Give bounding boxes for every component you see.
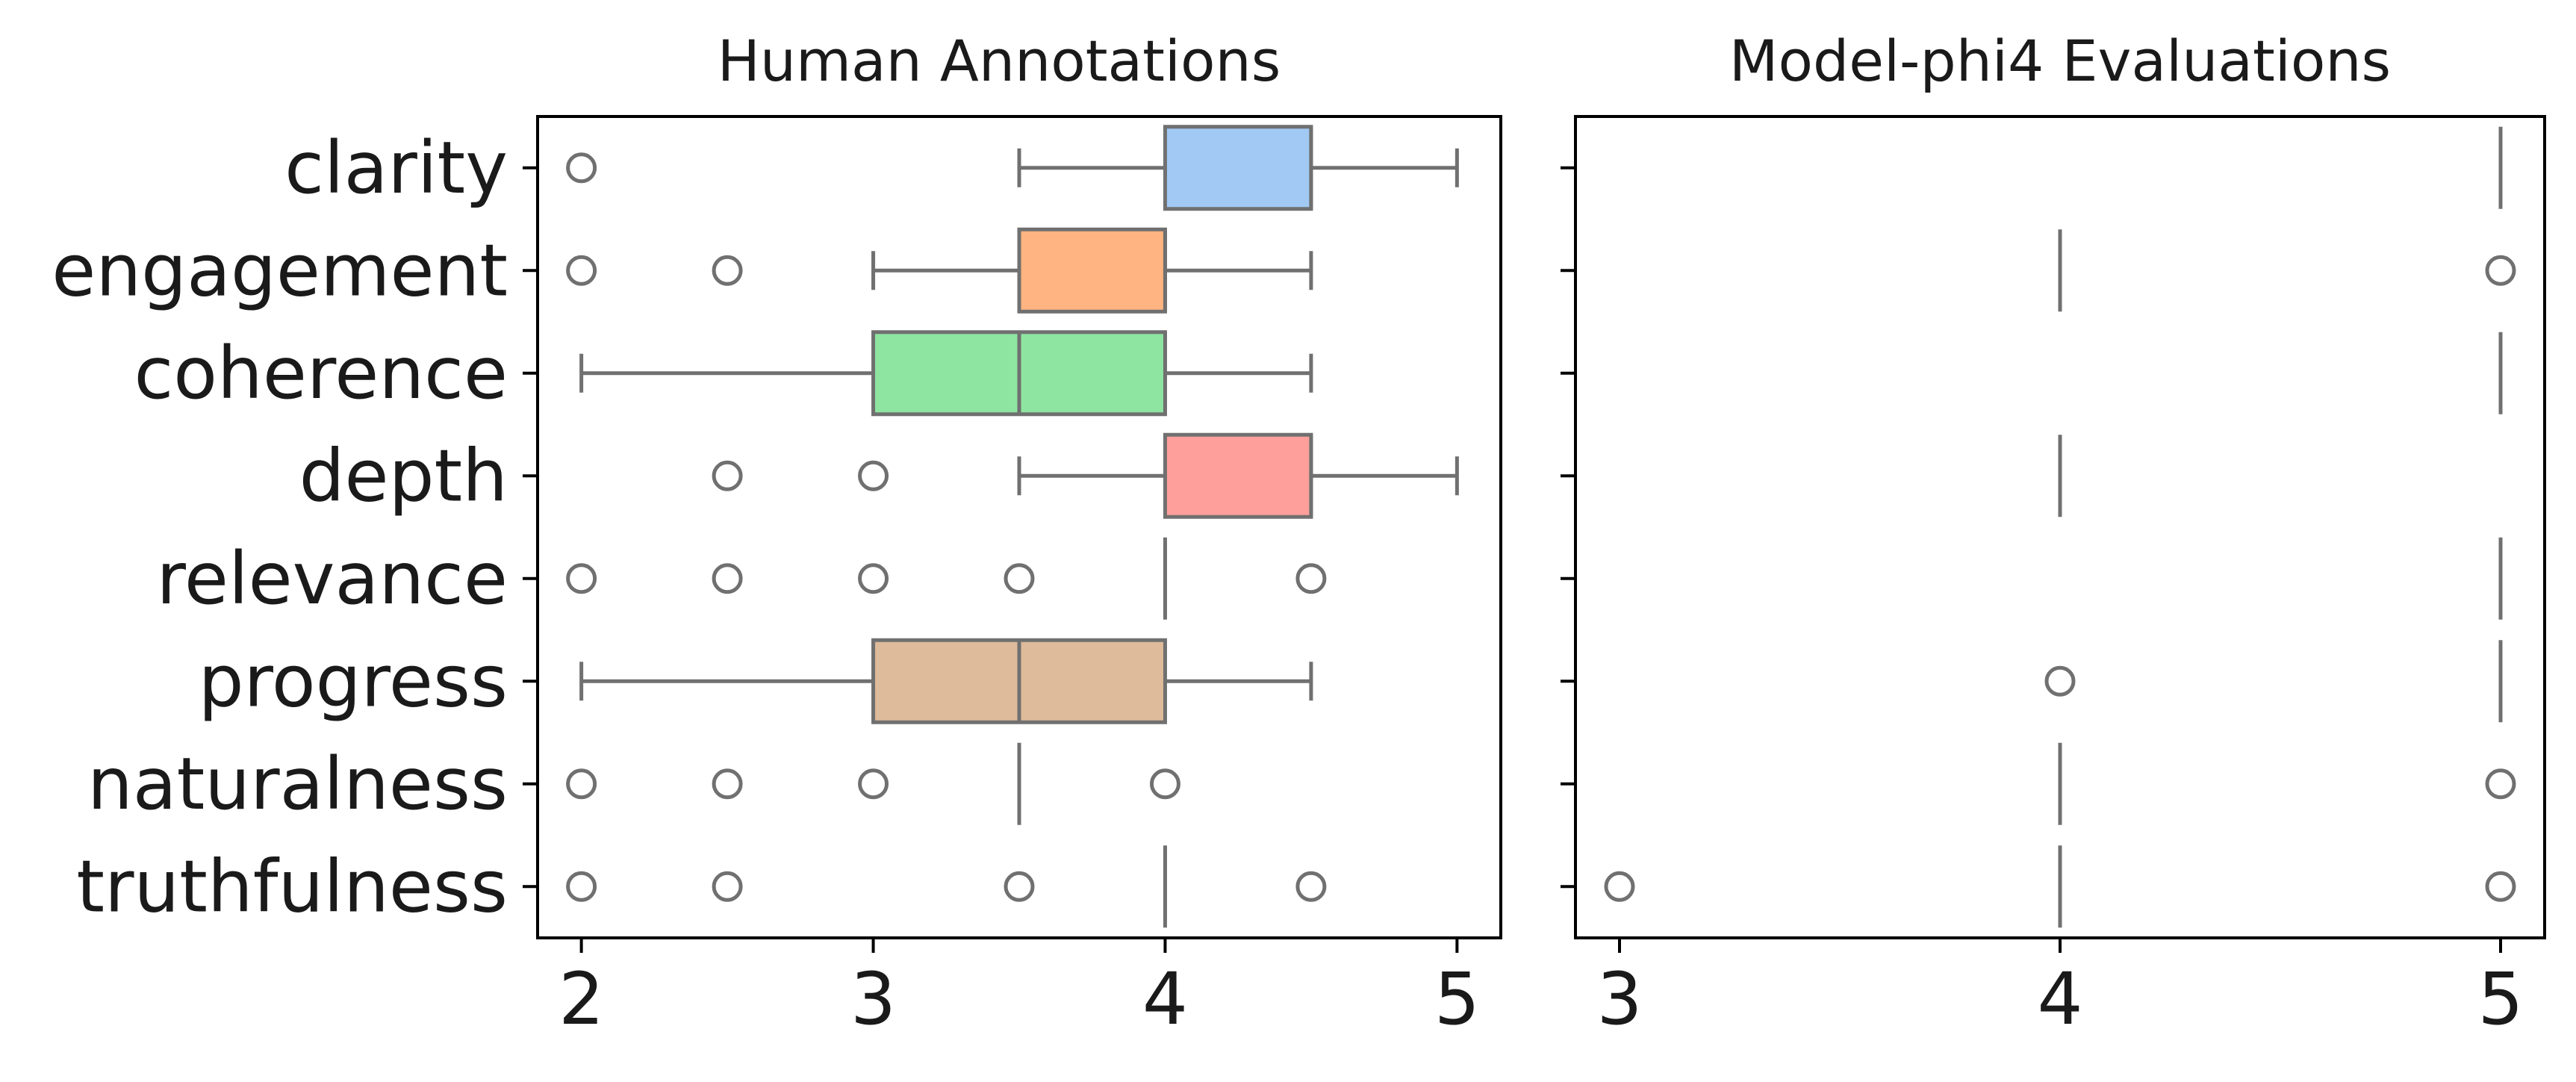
outlier-depth — [712, 460, 743, 491]
plot-frame-human — [536, 115, 1502, 939]
x-tick-label: 2 — [559, 957, 604, 1041]
outlier-truthfulness — [566, 871, 597, 902]
outlier-relevance — [1004, 563, 1035, 594]
outlier-naturalness — [1149, 768, 1180, 800]
x-tick-label: 4 — [1142, 957, 1188, 1041]
outlier-naturalness — [2485, 768, 2516, 800]
category-label-truthfulness: truthfulness — [76, 845, 508, 928]
outlier-truthfulness — [2485, 871, 2516, 902]
model-evaluations-panel: Model-phi4 Evaluations 3 4 5 — [1561, 28, 2546, 1041]
outlier-relevance — [858, 563, 889, 594]
human-annotations-plot: 2 3 4 5 clarity engagement coherence depth relev… — [52, 125, 1480, 1041]
outlier-truthfulness — [1295, 871, 1327, 902]
outlier-naturalness — [712, 768, 743, 800]
outlier-engagement — [566, 255, 597, 286]
box-engagement — [1017, 227, 1167, 314]
model-evaluations-plot: 3 4 5 — [1561, 126, 2524, 1041]
category-label-coherence: coherence — [134, 332, 508, 415]
category-label-relevance: relevance — [157, 537, 508, 621]
outlier-progress — [2044, 665, 2076, 697]
category-label-depth: depth — [299, 434, 508, 517]
outlier-relevance — [566, 563, 597, 594]
x-tick-label: 5 — [2477, 957, 2523, 1041]
outlier-depth — [858, 460, 889, 491]
category-label-naturalness: naturalness — [87, 742, 508, 826]
human-annotations-panel: Human Annotations 2 3 4 5 clarity engagement c… — [52, 28, 1502, 1041]
category-label-engagement: engagement — [52, 228, 508, 312]
category-label-clarity: clarity — [284, 126, 508, 210]
x-tick-label: 3 — [1596, 957, 1642, 1041]
plot-frame-model — [1574, 115, 2546, 939]
panel-title-human-annotations: Human Annotations — [718, 28, 1281, 94]
panel-title-model-evaluations: Model-phi4 Evaluations — [1729, 28, 2391, 94]
outlier-engagement — [2485, 255, 2516, 286]
x-tick-label: 3 — [850, 957, 896, 1041]
outlier-relevance — [712, 563, 743, 594]
outlier-truthfulness — [1004, 871, 1035, 902]
outlier-naturalness — [858, 768, 889, 800]
x-tick-label: 4 — [2037, 957, 2082, 1041]
x-tick-label: 5 — [1434, 957, 1480, 1041]
outlier-clarity — [566, 152, 597, 184]
category-label-progress: progress — [199, 639, 508, 723]
outlier-truthfulness — [1604, 871, 1635, 902]
outlier-truthfulness — [712, 871, 743, 902]
outlier-engagement — [712, 255, 743, 286]
outlier-relevance — [1295, 563, 1327, 594]
box-clarity — [1163, 125, 1313, 211]
box-depth — [1163, 432, 1313, 519]
outlier-naturalness — [566, 768, 597, 800]
